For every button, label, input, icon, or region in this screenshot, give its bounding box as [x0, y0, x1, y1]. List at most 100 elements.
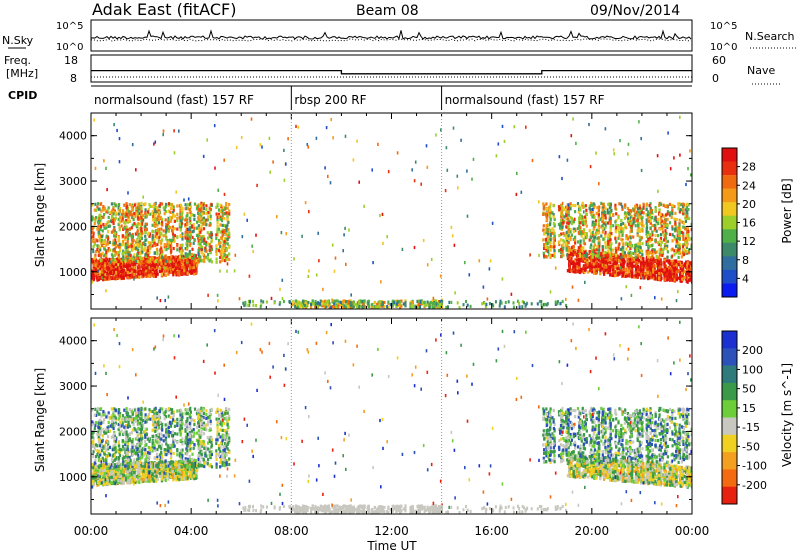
power-cell: [632, 235, 635, 239]
power-cell: [156, 252, 159, 256]
power-cell: [638, 242, 641, 246]
power-cell: [142, 268, 145, 272]
power-cell: [635, 258, 638, 262]
power-cell: [115, 262, 118, 267]
power-cell: [186, 254, 189, 258]
power-cell: [127, 218, 130, 222]
power-cell: [121, 252, 125, 256]
power-cell: [101, 244, 104, 248]
power-cell: [95, 259, 98, 263]
power-cell: [637, 223, 640, 227]
power-cell: [599, 272, 602, 276]
power-cell: [210, 240, 213, 244]
power-cell: [131, 247, 134, 252]
power-cell: [602, 253, 605, 257]
power-cell: [648, 233, 651, 237]
power-cell: [612, 273, 615, 278]
date-label: 09/Nov/2014: [590, 3, 680, 19]
power-cell: [661, 213, 664, 217]
power-cell: [225, 239, 228, 243]
power-cell: [590, 243, 593, 247]
power-cell: [126, 265, 129, 269]
power-cell: [666, 250, 669, 254]
beam-label: Beam 08: [356, 3, 419, 19]
power-cell: [188, 239, 191, 243]
power-cell: [153, 251, 156, 255]
power-cell: [686, 272, 689, 276]
power-cell: [209, 221, 212, 225]
power-cell: [184, 247, 187, 251]
power-cell: [141, 250, 144, 254]
power-cell: [100, 274, 103, 278]
power-cell: [188, 208, 191, 212]
power-cell: [148, 246, 151, 250]
power-cell: [189, 221, 192, 225]
power-cell: [595, 264, 598, 268]
power-cell: [197, 216, 200, 220]
power-cell: [632, 259, 635, 263]
power-cell: [589, 267, 592, 272]
power-cell: [124, 269, 127, 273]
power-cell: [148, 269, 151, 273]
power-cell: [614, 257, 617, 261]
power-cell: [145, 273, 148, 277]
power-cell: [169, 267, 172, 271]
power-cell: [684, 219, 688, 223]
power-cell: [124, 251, 127, 255]
power-cell: [148, 257, 151, 261]
power-cell: [100, 253, 103, 257]
power-cell: [100, 266, 103, 270]
power-cell: [215, 244, 218, 248]
power-cell: [604, 268, 607, 272]
power-cell: [139, 222, 142, 226]
power-cell: [183, 268, 186, 273]
cpid-segment-label: normalsound (fast) 157 RF: [445, 93, 605, 107]
power-cell: [114, 252, 117, 256]
power-cell: [582, 265, 585, 269]
power-cell: [609, 254, 612, 258]
power-cell: [687, 235, 690, 239]
power-cell: [97, 221, 100, 225]
power-cell: [136, 238, 139, 242]
power-cell: [97, 276, 100, 280]
power-cell: [127, 253, 130, 257]
power-cell: [173, 234, 176, 238]
power-cell: [132, 239, 135, 243]
power-cell: [619, 263, 622, 268]
power-cell: [609, 261, 612, 265]
power-cell: [583, 242, 587, 246]
power-cell: [193, 217, 196, 222]
power-cell: [679, 266, 682, 271]
power-cell: [621, 273, 624, 277]
power-cell: [654, 233, 657, 238]
power-cell: [574, 265, 577, 269]
power-cell: [172, 273, 175, 277]
power-cell: [685, 206, 688, 210]
power-cell: [155, 265, 158, 269]
power-cell: [609, 225, 612, 229]
power-cell: [92, 239, 95, 243]
power-cell: [146, 246, 150, 250]
power-cell: [173, 219, 176, 223]
power-cell: [92, 249, 95, 254]
power-cell: [220, 206, 223, 210]
power-cell: [123, 226, 126, 230]
power-cell: [188, 217, 191, 221]
power-cell: [221, 228, 224, 232]
power-cell: [595, 211, 598, 215]
power-cell: [616, 272, 619, 276]
power-cell: [206, 257, 209, 261]
power-cell: [637, 210, 640, 214]
power-cell: [561, 224, 564, 228]
power-cell: [646, 263, 649, 267]
power-cell: [582, 237, 586, 241]
power-cell: [690, 263, 692, 268]
power-cell: [626, 220, 629, 224]
power-cell: [686, 267, 689, 271]
power-cell: [155, 247, 159, 251]
power-cell: [604, 246, 607, 250]
freq-unit: [MHz]: [6, 67, 38, 80]
power-cell: [186, 244, 189, 248]
power-cell: [114, 267, 117, 271]
power-cell: [198, 229, 201, 233]
